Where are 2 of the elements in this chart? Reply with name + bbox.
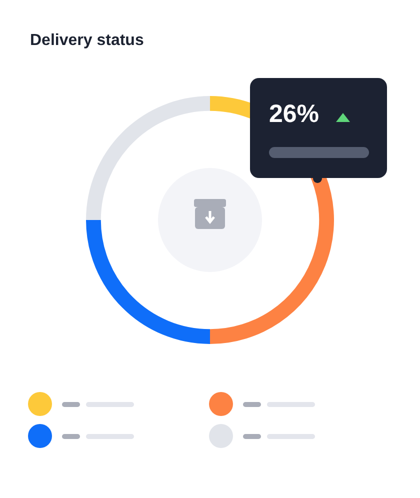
chart-title: Delivery status [30,32,144,50]
text: 26% [269,100,320,129]
